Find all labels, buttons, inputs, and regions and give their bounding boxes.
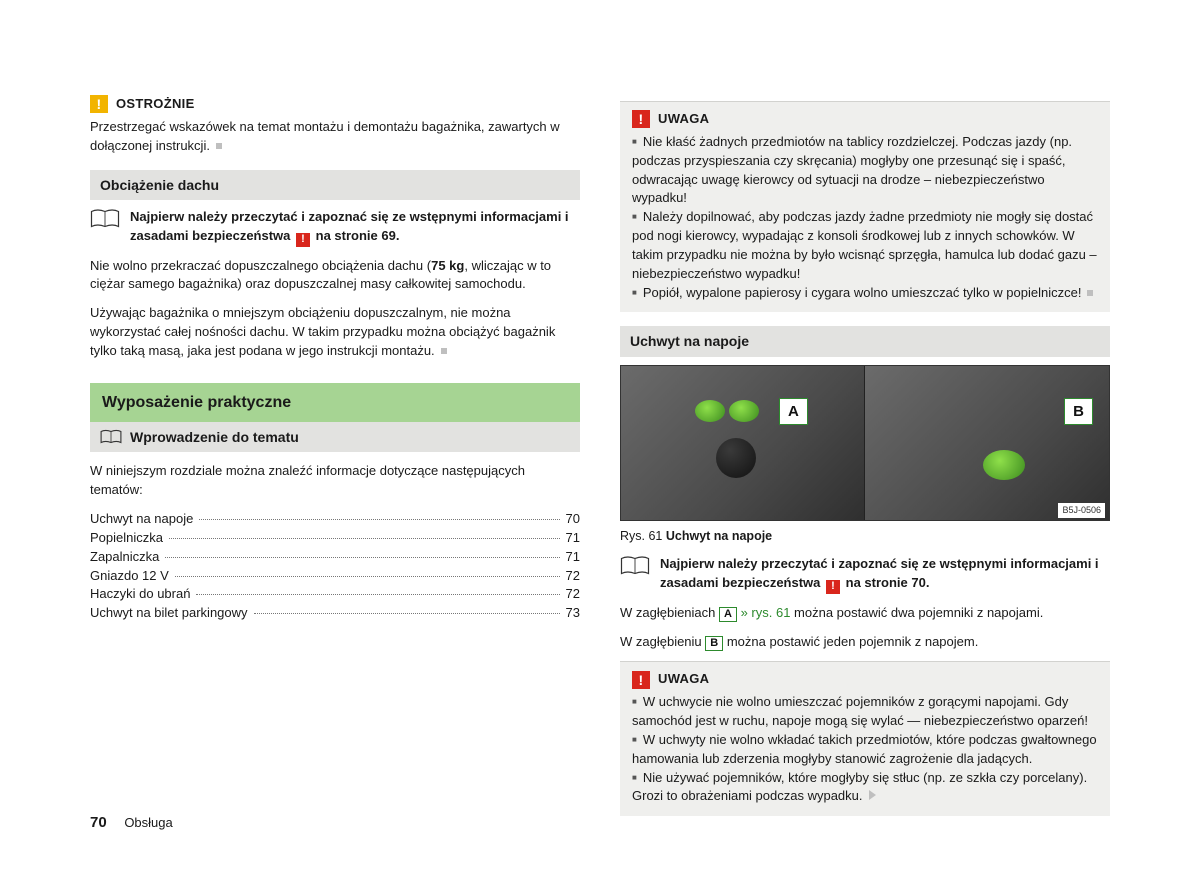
toc-row: Popielniczka 71	[90, 529, 580, 548]
toc-dots	[165, 557, 559, 558]
fig-caption-num: Rys. 61	[620, 529, 666, 543]
fig-id: B5J-0506	[1058, 503, 1105, 518]
cup-p2b: można postawić jeden pojemnik z napojem.	[723, 634, 978, 649]
list-item: W uchwycie nie wolno umieszczać pojemnik…	[632, 693, 1098, 731]
roof-book-2: na stronie 69.	[312, 228, 399, 243]
footer-section: Obsługa	[124, 815, 172, 830]
fig-label-a: A	[779, 398, 808, 426]
toc-page: 71	[566, 548, 580, 567]
gear-knob	[716, 438, 756, 478]
fig-right	[865, 366, 1109, 520]
warning-icon: !	[632, 110, 650, 128]
cup-p1: W zagłębieniach A » rys. 61 można postaw…	[620, 604, 1110, 623]
list-item: Popiół, wypalone papierosy i cygara woln…	[632, 285, 1093, 300]
list-item: Należy dopilnować, aby podczas jazdy żad…	[632, 208, 1098, 283]
toc-page: 72	[566, 567, 580, 586]
toc-page: 70	[566, 510, 580, 529]
toc: Uchwyt na napoje 70 Popielniczka 71 Zapaln…	[90, 510, 580, 623]
cup-book-row: Najpierw należy przeczytać i zapoznać si…	[620, 555, 1110, 594]
continue-marker	[863, 788, 876, 803]
list-item-text: Nie używać pojemników, które mogłyby się…	[632, 770, 1087, 804]
list-item: Nie kłaść żadnych przedmiotów na tablicy…	[632, 133, 1098, 208]
fig-caption-title: Uchwyt na napoje	[666, 529, 772, 543]
fig-label-b: B	[1064, 398, 1093, 426]
page-number: 70	[90, 814, 107, 831]
ref-b: B	[705, 636, 723, 651]
toc-label: Popielniczka	[90, 529, 163, 548]
cup-a1	[695, 400, 725, 422]
uwaga2-label: UWAGA	[658, 670, 709, 689]
book-icon	[90, 208, 120, 230]
toc-page: 71	[566, 529, 580, 548]
roof-p1a: Nie wolno przekraczać dopuszczalnego obc…	[90, 258, 431, 273]
intro-bar: Wprowadzenie do tematu	[90, 422, 580, 452]
caution-icon: !	[90, 95, 108, 113]
cup-p2: W zagłębieniu B można postawić jeden poj…	[620, 633, 1110, 652]
toc-page: 73	[566, 604, 580, 623]
cup-a2	[729, 400, 759, 422]
toc-label: Zapalniczka	[90, 548, 159, 567]
roof-p1: Nie wolno przekraczać dopuszczalnego obc…	[90, 257, 580, 295]
toc-row: Zapalniczka 71	[90, 548, 580, 567]
end-marker	[1081, 285, 1093, 300]
ref-fig61: » rys. 61	[737, 605, 790, 620]
toc-row: Gniazdo 12 V 72	[90, 567, 580, 586]
list-item-text: Popiół, wypalone papierosy i cygara woln…	[643, 285, 1082, 300]
intro-lead: W niniejszym rozdziale można znaleźć inf…	[90, 462, 580, 500]
page-columns: ! OSTROŻNIE Przestrzegać wskazówek na te…	[90, 95, 1110, 830]
uwaga-2: ! UWAGA W uchwycie nie wolno umieszczać …	[620, 661, 1110, 816]
caution-text: Przestrzegać wskazówek na temat montażu …	[90, 118, 580, 156]
toc-row: Uchwyt na napoje 70	[90, 510, 580, 529]
intro-label: Wprowadzenie do tematu	[130, 427, 299, 447]
roof-p1b: 75 kg	[431, 258, 464, 273]
toc-label: Uchwyt na bilet parkingowy	[90, 604, 248, 623]
toc-row: Haczyki do ubrań 72	[90, 585, 580, 604]
fig-caption: Rys. 61 Uchwyt na napoje	[620, 527, 1110, 545]
inline-warn-icon: !	[296, 233, 310, 247]
uwaga1-header: ! UWAGA	[632, 110, 1098, 129]
toc-row: Uchwyt na bilet parkingowy 73	[90, 604, 580, 623]
left-column: ! OSTROŻNIE Przestrzegać wskazówek na te…	[90, 95, 580, 830]
roof-load-title: Obciążenie dachu	[90, 170, 580, 200]
toc-dots	[169, 538, 560, 539]
warning-icon: !	[632, 671, 650, 689]
figure-61: A B B5J-0506	[620, 365, 1110, 521]
ref-a: A	[719, 607, 737, 622]
book-icon	[100, 429, 122, 445]
caution-label: OSTROŻNIE	[116, 95, 195, 114]
toc-label: Haczyki do ubrań	[90, 585, 190, 604]
fig-left	[621, 366, 865, 520]
book-icon	[620, 555, 650, 577]
right-column: ! UWAGA Nie kłaść żadnych przedmiotów na…	[620, 95, 1110, 830]
uwaga-1: ! UWAGA Nie kłaść żadnych przedmiotów na…	[620, 101, 1110, 312]
inline-warn-icon: !	[826, 580, 840, 594]
caution-header: ! OSTROŻNIE	[90, 95, 580, 114]
page-footer: 70 Obsługa	[90, 812, 173, 834]
list-item: W uchwyty nie wolno wkładać takich przed…	[632, 731, 1098, 769]
toc-page: 72	[566, 585, 580, 604]
uwaga1-list: Nie kłaść żadnych przedmiotów na tablicy…	[632, 133, 1098, 303]
toc-label: Gniazdo 12 V	[90, 567, 169, 586]
list-item: Nie używać pojemników, które mogłyby się…	[632, 770, 1087, 804]
toc-dots	[196, 594, 559, 595]
cup-book-2: na stronie 70.	[842, 575, 929, 590]
cup-title: Uchwyt na napoje	[620, 326, 1110, 356]
cup-p1a: W zagłębieniach	[620, 605, 719, 620]
uwaga2-list: W uchwycie nie wolno umieszczać pojemnik…	[632, 693, 1098, 806]
roof-book-text: Najpierw należy przeczytać i zapoznać si…	[130, 208, 580, 247]
toc-dots	[175, 576, 560, 577]
cup-p1c: można postawić dwa pojemniki z napojami.	[790, 605, 1043, 620]
toc-dots	[254, 613, 560, 614]
roof-book-row: Najpierw należy przeczytać i zapoznać si…	[90, 208, 580, 247]
toc-label: Uchwyt na napoje	[90, 510, 193, 529]
cup-b	[983, 450, 1025, 480]
toc-dots	[199, 519, 559, 520]
practical-title: Wyposażenie praktyczne	[90, 383, 580, 422]
cup-p2a: W zagłębieniu	[620, 634, 705, 649]
uwaga2-header: ! UWAGA	[632, 670, 1098, 689]
cup-book-text: Najpierw należy przeczytać i zapoznać si…	[660, 555, 1110, 594]
roof-p2: Używając bagażnika o mniejszym obciążeni…	[90, 304, 580, 361]
uwaga1-label: UWAGA	[658, 110, 709, 129]
